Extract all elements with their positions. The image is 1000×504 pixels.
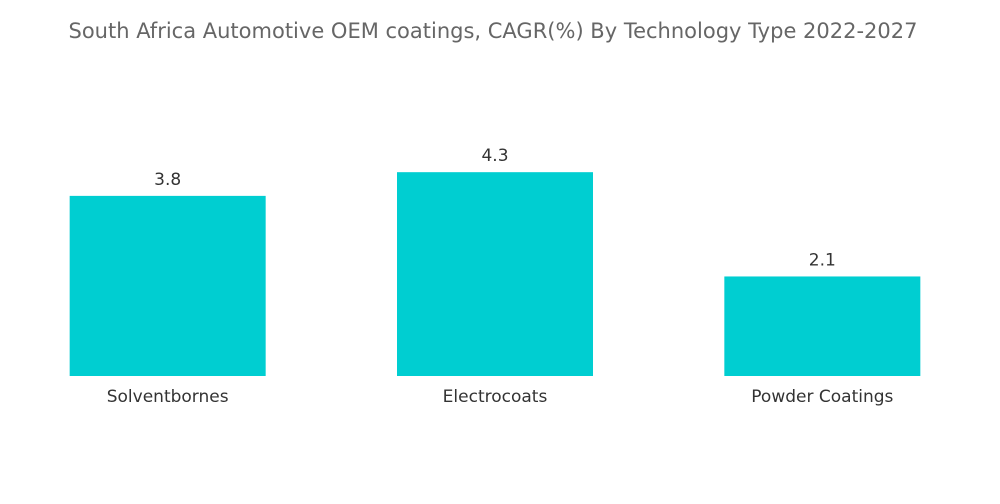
x-tick-label: Powder Coatings: [751, 387, 893, 407]
bar: [397, 172, 593, 376]
x-tick-label: Electrocoats: [443, 387, 548, 407]
chart-title: South Africa Automotive OEM coatings, CA…: [68, 19, 917, 43]
x-tick-label: Solventbornes: [107, 387, 229, 407]
value-label: 2.1: [809, 250, 836, 270]
value-label: 3.8: [154, 170, 181, 190]
value-label: 4.3: [481, 146, 508, 166]
bar: [69, 195, 266, 376]
bar: [724, 276, 921, 376]
